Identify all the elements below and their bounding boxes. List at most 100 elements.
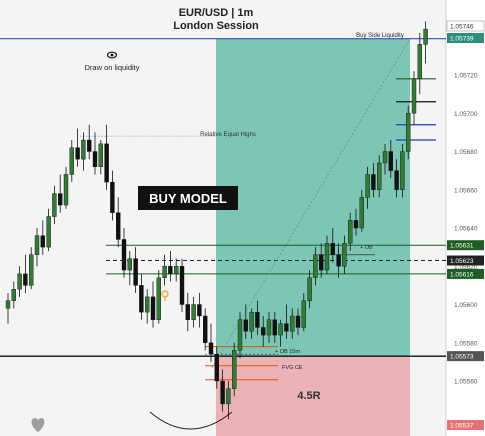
price-tag-0: 1.05746 <box>446 20 485 32</box>
candle-12 <box>75 128 80 167</box>
candle-body <box>284 323 289 332</box>
candle-body <box>150 296 156 321</box>
price-tag-label: 1.05623 <box>450 258 474 265</box>
candle-55 <box>324 235 330 274</box>
candle-62 <box>365 166 370 209</box>
candle-11 <box>69 140 75 183</box>
ob-15m-label: + OB 15m <box>275 349 300 355</box>
candle-body <box>266 319 272 336</box>
candle-body <box>313 254 318 278</box>
candle-body <box>406 113 411 152</box>
candle-body <box>237 319 243 351</box>
candle-39 <box>231 342 237 397</box>
candle-body <box>394 170 399 190</box>
candle-body <box>63 174 69 206</box>
candle-body <box>179 266 185 305</box>
candle-body <box>301 300 306 328</box>
price-tag-bg <box>447 240 484 251</box>
candle-52 <box>307 270 312 309</box>
candle-61 <box>359 189 364 232</box>
candle-body <box>202 315 208 343</box>
candle-body <box>319 254 324 271</box>
candle-2 <box>17 266 22 297</box>
candle-54 <box>319 243 324 278</box>
candle-49 <box>290 308 295 339</box>
candle-body <box>382 151 388 164</box>
candle-70 <box>411 71 417 125</box>
candle-body <box>139 285 144 313</box>
price-tag-1: 1.05739 <box>447 33 484 43</box>
draw-on-liquidity-label: Draw on liquidity <box>84 63 139 72</box>
candle-37 <box>220 369 225 412</box>
price-tag-5: 1.05573 <box>447 351 484 362</box>
candle-9 <box>58 174 63 213</box>
candle-30 <box>179 258 185 313</box>
candle-body <box>168 266 173 275</box>
candle-body <box>272 319 277 336</box>
y-tick-label: 1.05720 <box>454 73 478 80</box>
candle-body <box>231 350 237 389</box>
candle-69 <box>406 105 411 160</box>
profit-zone <box>216 38 410 357</box>
candle-body <box>58 193 63 206</box>
candle-44 <box>261 315 266 347</box>
candle-body <box>400 151 405 190</box>
candle-body <box>81 139 86 160</box>
eye-icon <box>106 51 118 59</box>
candle-42 <box>249 308 254 339</box>
candle-48 <box>284 304 289 339</box>
relative-equal-highs-label: Relative Equal Highs <box>200 132 256 138</box>
candle-72 <box>423 21 428 64</box>
candle-19 <box>115 197 121 248</box>
ob-label: + OB <box>360 245 373 251</box>
price-tag-label: 1.05746 <box>450 24 474 31</box>
candle-53 <box>313 247 318 286</box>
low-sweep-arc <box>149 411 233 430</box>
stop-loss-zone <box>216 356 410 436</box>
candle-body <box>144 296 150 313</box>
candle-body <box>261 327 266 336</box>
candle-6 <box>40 220 45 255</box>
y-tick-label: 1.05640 <box>454 226 478 233</box>
y-tick-label: 1.05580 <box>454 340 478 347</box>
candle-66 <box>388 140 393 179</box>
candle-16 <box>98 140 104 175</box>
candle-body <box>40 235 45 248</box>
candle-64 <box>377 155 382 198</box>
candle-34 <box>202 308 208 351</box>
candle-body <box>34 235 40 255</box>
candle-body <box>173 266 179 275</box>
candle-body <box>110 181 115 213</box>
candle-65 <box>382 143 388 175</box>
y-tick-label: 1.05620 <box>454 264 478 271</box>
candle-body <box>197 304 202 317</box>
y-tick-label: 1.05560 <box>454 379 478 386</box>
y-tick-label: 1.05680 <box>454 149 478 156</box>
candle-41 <box>243 304 249 339</box>
candle-body <box>353 220 359 229</box>
chart-subtitle: London Session <box>173 20 259 32</box>
candle-35 <box>208 323 214 362</box>
candle-body <box>162 266 167 278</box>
candle-21 <box>127 250 133 286</box>
risk-reward-label: 4.5R <box>297 390 320 402</box>
candle-43 <box>255 300 260 336</box>
price-tag-bg <box>447 33 484 43</box>
candle-33 <box>197 293 202 328</box>
candle-60 <box>353 208 359 236</box>
candle-body <box>365 174 370 198</box>
candle-29 <box>173 258 179 282</box>
candle-body <box>133 258 138 286</box>
candle-0 <box>5 293 11 324</box>
candle-46 <box>272 312 277 343</box>
candle-body <box>5 300 11 309</box>
price-axis-background <box>446 0 485 436</box>
candle-body <box>295 315 301 328</box>
buy-model-label: BUY MODEL <box>149 191 227 206</box>
y-tick-label: 1.05600 <box>454 302 478 309</box>
candle-body <box>69 147 75 175</box>
candle-24 <box>144 289 150 324</box>
price-tag-label: 1.05631 <box>450 243 474 250</box>
candle-body <box>11 289 17 301</box>
